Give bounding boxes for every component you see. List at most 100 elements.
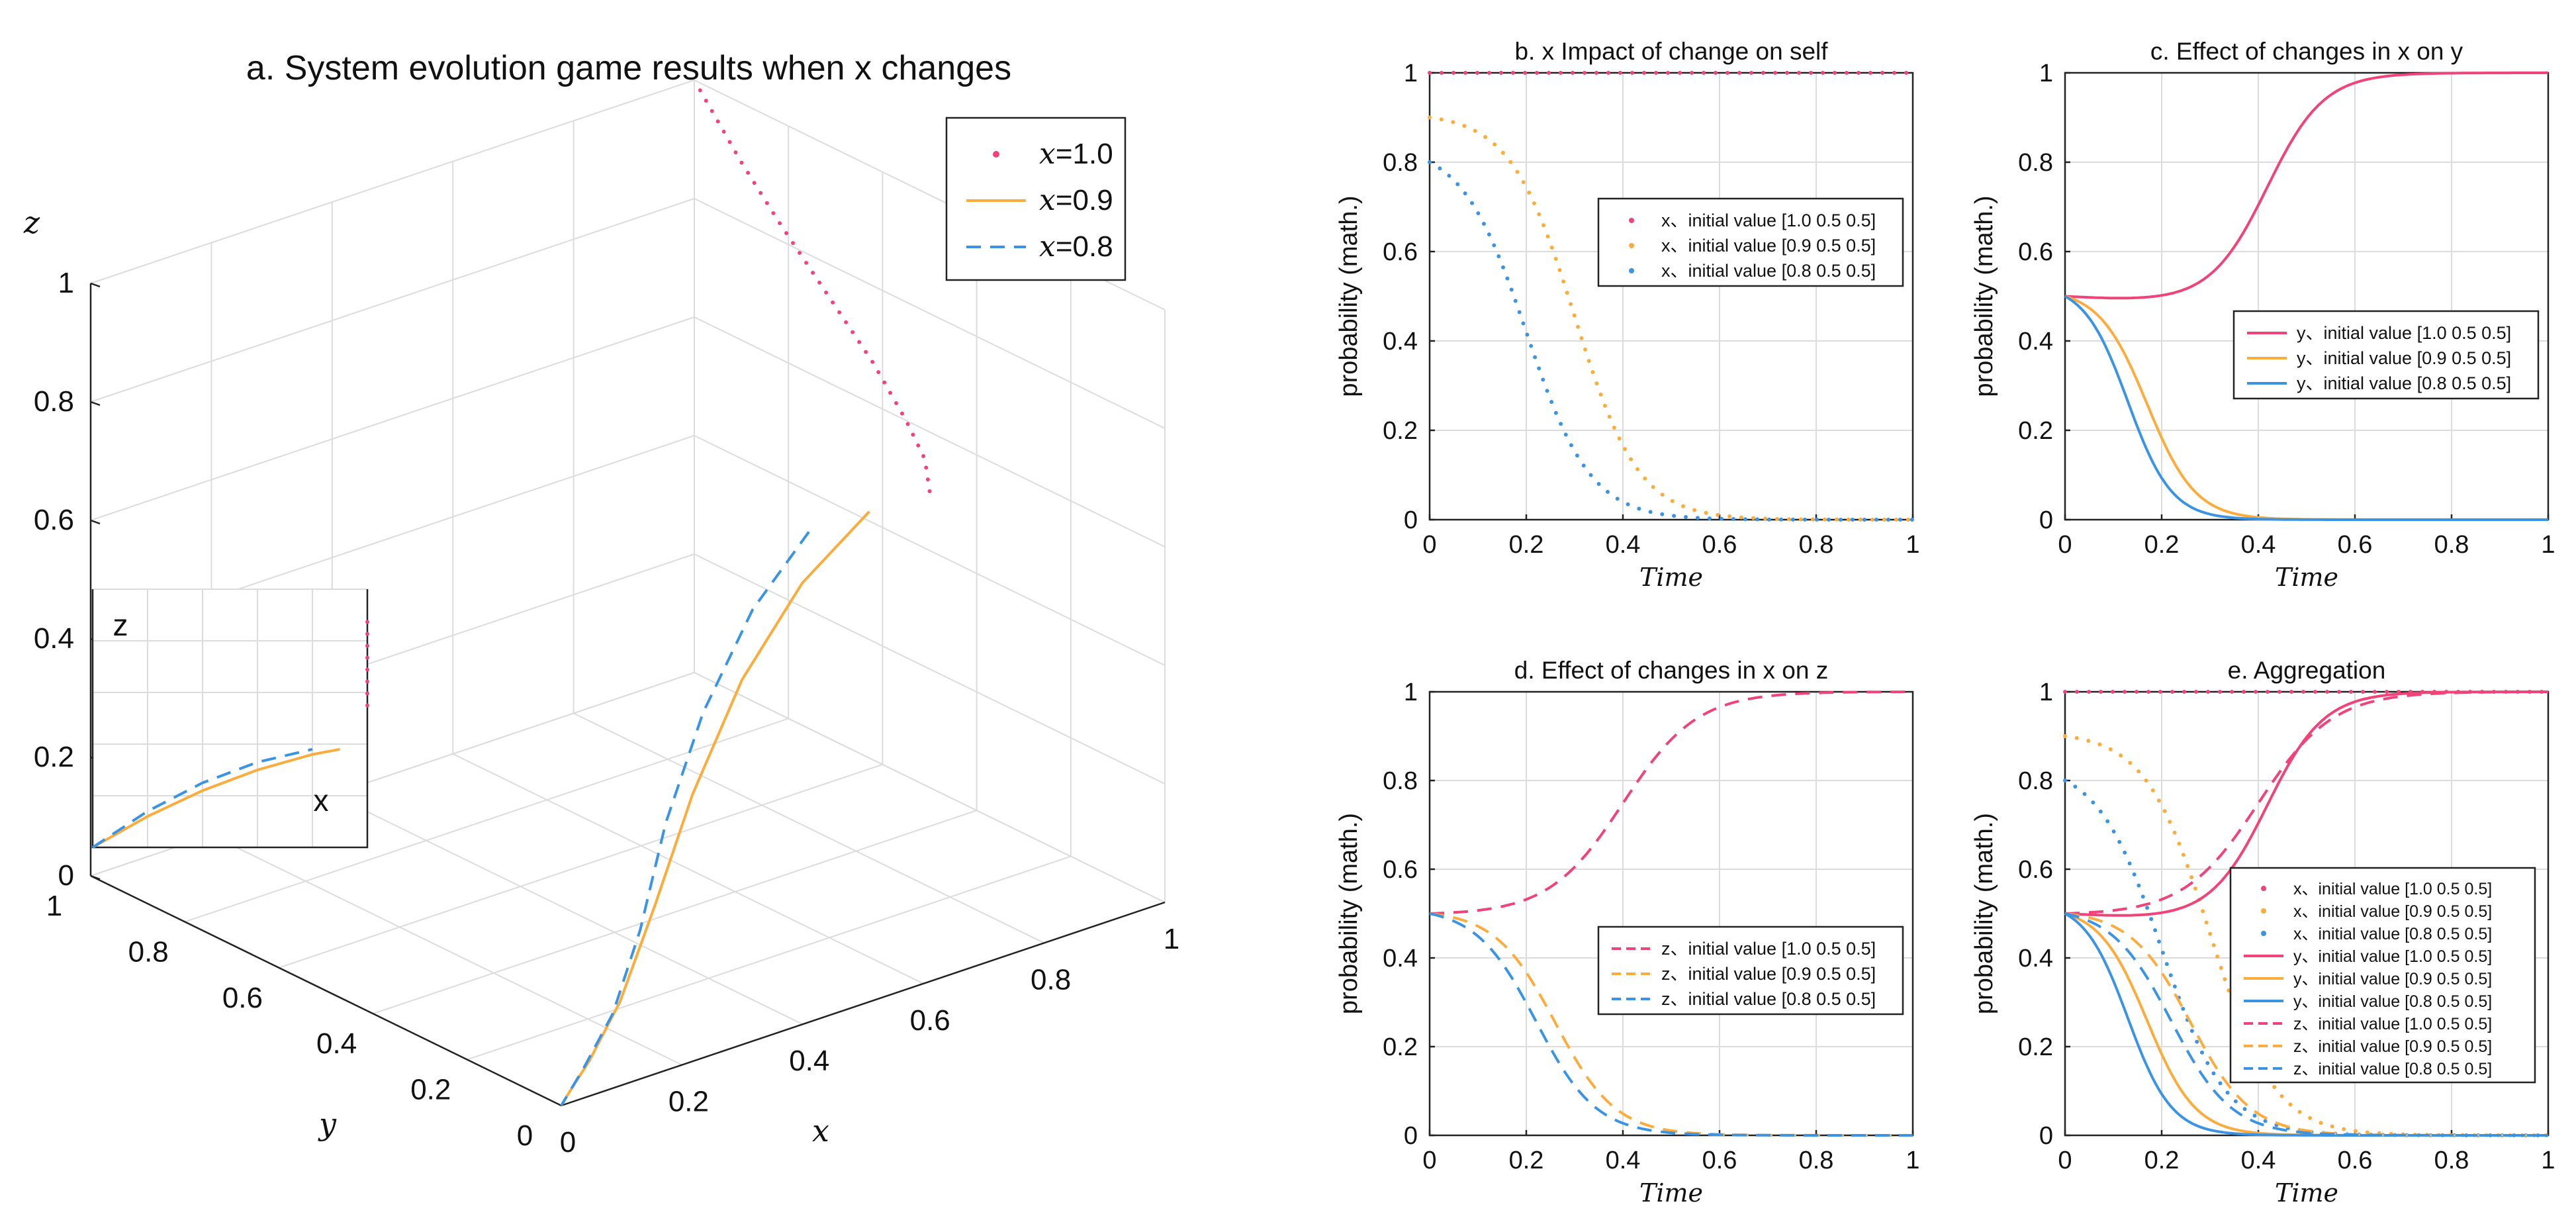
x-tick-label: 0.8	[1031, 963, 1071, 996]
grid-floor-y	[279, 763, 883, 969]
y-tick-label: 0.4	[1383, 945, 1418, 972]
x-tick-label: 0	[2058, 1147, 2072, 1174]
y-tick-label: 0.8	[2018, 767, 2053, 795]
y-tick-label: 0.8	[2018, 149, 2053, 177]
legend-label-value: =1.0	[1056, 138, 1113, 170]
x-tick-label: 0.6	[2338, 1147, 2373, 1174]
series-x=0.9	[560, 510, 870, 1107]
legend-marker	[1629, 268, 1634, 273]
chart-a-3d: a. System evolution game results when x …	[23, 49, 1179, 1159]
legend-marker	[1629, 218, 1634, 223]
z-tick-mark	[90, 282, 101, 288]
x-tick-label: 1	[1906, 1147, 1919, 1174]
legend-label: x、initial value [0.9 0.5 0.5]	[1661, 236, 1876, 256]
x-tick-label: 0.2	[1509, 531, 1544, 559]
y-tick-label: 0.8	[128, 935, 169, 968]
x-tick-label: 1	[2541, 531, 2555, 559]
y-tick-label: 0.6	[1383, 856, 1418, 884]
inset-x-label: x	[314, 783, 329, 818]
grid-floor-x	[332, 794, 804, 1025]
x-axis-label: Time	[1639, 563, 1703, 592]
y-tick-label: 0.6	[1383, 238, 1418, 266]
chart-d: d. Effect of changes in x on z 0 0.2 0.4 0.6…	[1335, 657, 1920, 1208]
y-tick-label: 1	[2039, 679, 2053, 706]
chart-a-legend: x=1.0x=0.9x=0.8	[945, 117, 1127, 281]
chart-e-title: e. Aggregation	[2228, 657, 2386, 684]
chart-d-title: d. Effect of changes in x on z	[1514, 657, 1828, 684]
grid-floor-y	[467, 855, 1072, 1061]
legend-marker	[2261, 931, 2266, 936]
series-line	[2064, 295, 2548, 521]
series-x=1.0	[692, 78, 932, 493]
y-tick-label: 0.2	[410, 1074, 451, 1106]
x-axis	[561, 901, 1166, 1107]
legend-label-var: x	[1039, 183, 1056, 217]
chart-e-legend: x、initial value [1.0 0.5 0.5] x、initial v…	[2229, 867, 2536, 1084]
legend-frame	[1597, 197, 1904, 287]
legend-label: y、initial value [1.0 0.5 0.5]	[2293, 947, 2492, 966]
y-tick-label: 0.2	[1383, 1033, 1418, 1061]
legend-label: y、initial value [0.8 0.5 0.5]	[2293, 992, 2492, 1011]
grid-floor-x	[573, 712, 1045, 944]
x-tick-label: 0.6	[2338, 531, 2373, 559]
legend-label: y、initial value [1.0 0.5 0.5]	[2297, 323, 2511, 343]
x-tick-label: 1	[1164, 923, 1179, 955]
x-tick-label: 0.8	[2434, 1147, 2469, 1174]
x-tick-label: 0.6	[1702, 1147, 1737, 1174]
z-tick-label: 0.6	[34, 504, 74, 536]
x-tick-label: 1	[1906, 531, 1919, 559]
y-tick-label: 0.4	[2018, 328, 2053, 355]
grid-wall-xz-horizontal	[90, 198, 695, 403]
y-tick-label: 0.4	[1383, 328, 1418, 355]
legend-label: y、initial value [0.9 0.5 0.5]	[2297, 348, 2511, 368]
x-axis-label: Time	[2275, 1178, 2338, 1208]
chart-b-legend: x、initial value [1.0 0.5 0.5] x、initial v…	[1597, 197, 1904, 287]
chart-c: c. Effect of changes in x on y 0 0.2 0.4 0.6…	[1970, 38, 2555, 592]
legend-label: z、initial value [0.8 0.5 0.5]	[2293, 1060, 2492, 1078]
legend-label-value: =0.9	[1056, 184, 1113, 216]
legend-marker	[2261, 886, 2266, 891]
grid-wall-yz-horizontal	[694, 198, 1166, 429]
legend-label: x=1.0	[1039, 137, 1113, 171]
z-tick-mark	[90, 875, 101, 880]
x-tick-label: 0.2	[2144, 1147, 2180, 1174]
z-tick-label: 0	[58, 859, 74, 892]
y-tick-label: 0.8	[1383, 149, 1418, 177]
y-tick-label: 1	[2039, 60, 2053, 87]
grid-floor-x	[694, 672, 1166, 903]
x-tick-label: 1	[2541, 1147, 2555, 1174]
chart-b-title: b. x Impact of change on self	[1514, 38, 1828, 65]
chart-b: b. x Impact of change on self 0 0.2 0.4 0.6 0…	[1335, 38, 1920, 592]
grid-wall-yz-horizontal	[694, 435, 1166, 666]
chart-e: e. Aggregation 0 0.2 0.4 0.6 0.8 1 0 0.2 0.4 0.6 0.…	[1970, 657, 2555, 1208]
chart-d-legend: z、initial value [1.0 0.5 0.5] z、initial v…	[1597, 925, 1904, 1016]
inset-z-label: z	[113, 608, 128, 642]
legend-label: z、initial value [0.9 0.5 0.5]	[2293, 1037, 2492, 1056]
series-line	[1429, 690, 1913, 915]
x-axis-label: Time	[2275, 563, 2338, 592]
y-axis-label: probability (math.)	[1335, 813, 1363, 1014]
y-tick-label: 0	[517, 1119, 533, 1152]
z-tick-mark	[90, 519, 101, 525]
series-x=0.8	[560, 531, 810, 1107]
x-tick-label: 0.2	[2144, 531, 2180, 559]
legend-frame	[945, 117, 1127, 281]
grid-floor-x	[452, 753, 924, 984]
grid-floor-y	[184, 718, 789, 923]
x-tick-label: 0.4	[1606, 531, 1641, 559]
legend-label: z、initial value [0.9 0.5 0.5]	[1661, 964, 1876, 984]
y-tick-label: 1	[1404, 60, 1418, 87]
z-tick-mark	[90, 401, 101, 406]
grid-wall-yz-horizontal	[694, 553, 1166, 784]
plot-frame	[1428, 71, 1914, 521]
legend-label: x=0.9	[1039, 183, 1113, 217]
y-tick-label: 0.8	[1383, 767, 1418, 795]
series-line	[2063, 734, 2550, 1137]
grid-wall-xz-horizontal	[90, 316, 695, 521]
x-tick-label: 0.4	[2241, 1147, 2276, 1174]
y-tick-label: 0.6	[2018, 856, 2053, 884]
y-tick-label: 0	[2039, 1122, 2053, 1150]
inset-background	[93, 589, 367, 847]
legend-label: z、initial value [1.0 0.5 0.5]	[2293, 1015, 2492, 1033]
